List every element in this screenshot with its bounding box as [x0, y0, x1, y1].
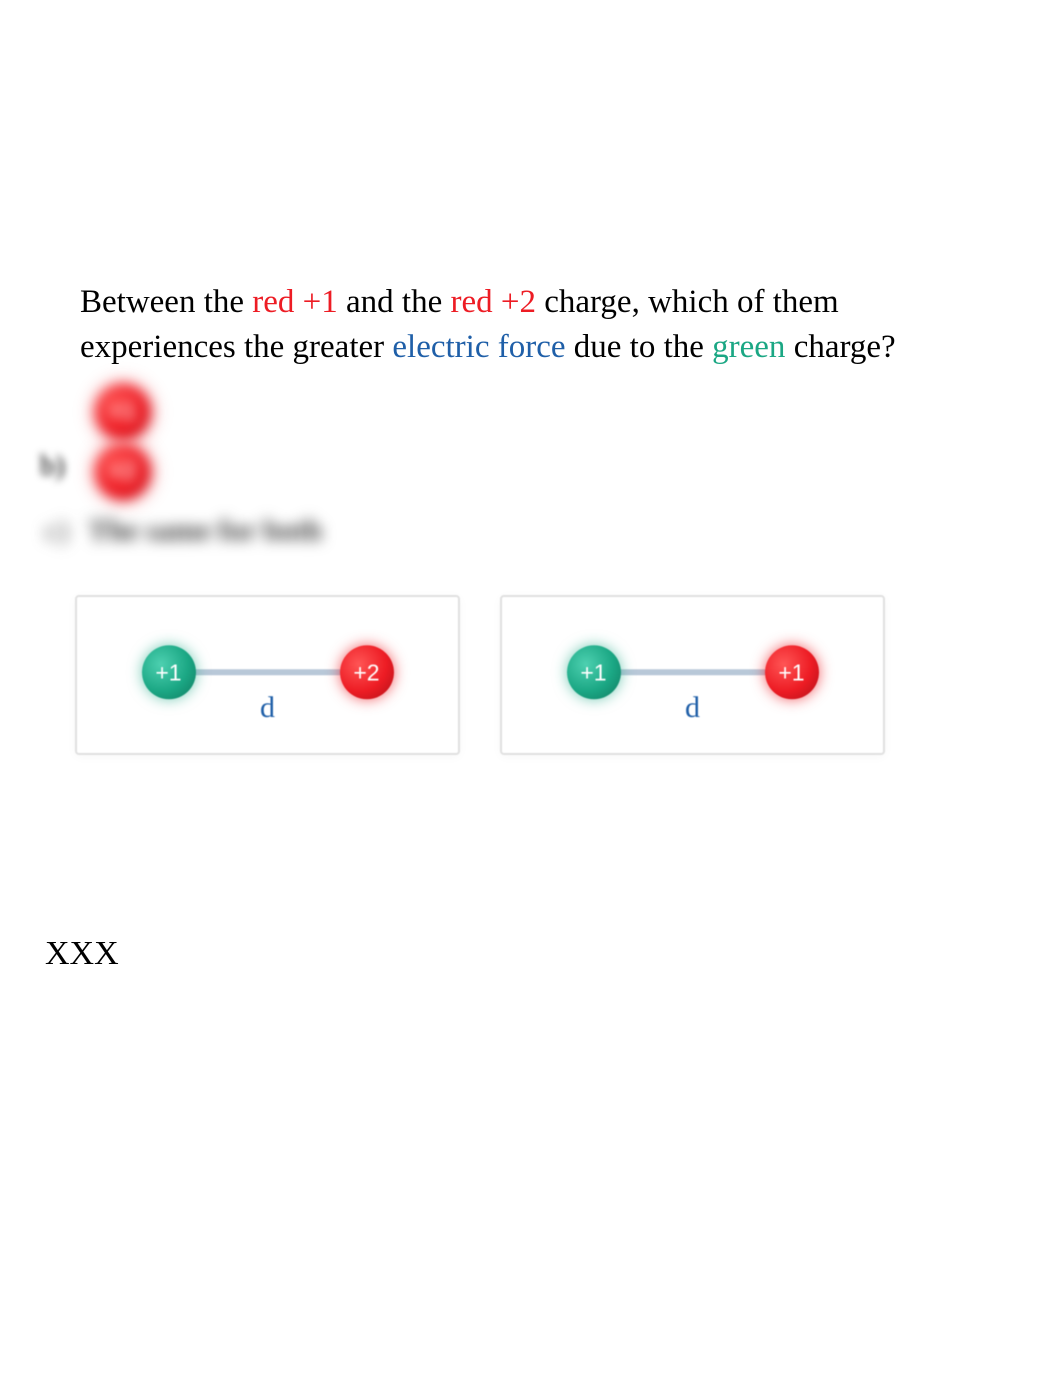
- diagram-left-distance: d: [260, 691, 275, 725]
- diagram-right: +1 +1 d: [500, 595, 885, 755]
- option-c-label: c): [45, 514, 68, 548]
- diagram-left: +1 +2 d: [75, 595, 460, 755]
- diagram-right-charge2: +1: [765, 645, 819, 699]
- q-part-0: Between the: [80, 284, 252, 320]
- q-part-6: due to the: [566, 329, 713, 365]
- q-part-2: and the: [338, 284, 451, 320]
- diagram-right-connector: [618, 669, 768, 675]
- diagram-left-charge2-label: +2: [353, 659, 379, 686]
- diagram-left-charge1: +1: [142, 645, 196, 699]
- question-text: Between the red +1 and the red +2 charge…: [80, 280, 982, 369]
- option-c-row: c) The same for both: [45, 514, 322, 548]
- diagram-left-charge2: +2: [340, 645, 394, 699]
- option-c-text: The same for both: [88, 514, 322, 548]
- diagram-right-distance: d: [685, 691, 700, 725]
- q-part-1: red +1: [252, 284, 338, 320]
- diagrams-container: +1 +2 d +1 +1 d: [75, 595, 885, 755]
- option-a-charge: +1: [95, 384, 151, 440]
- option-b-charge: +2: [95, 444, 151, 500]
- option-b-charge-label: +2: [109, 458, 136, 486]
- option-a-charge-label: +1: [109, 398, 136, 426]
- q-part-7: green: [712, 329, 785, 365]
- q-part-5: electric force: [392, 329, 565, 365]
- diagram-left-connector: [193, 669, 343, 675]
- q-part-8: charge?: [785, 329, 895, 365]
- option-b-label: b): [40, 449, 65, 483]
- diagram-left-charge1-label: +1: [155, 659, 181, 686]
- diagram-right-charge2-label: +1: [778, 659, 804, 686]
- diagram-right-charge1: +1: [567, 645, 621, 699]
- footer-text: XXX: [45, 935, 119, 973]
- q-part-3: red +2: [451, 284, 537, 320]
- diagram-right-charge1-label: +1: [580, 659, 606, 686]
